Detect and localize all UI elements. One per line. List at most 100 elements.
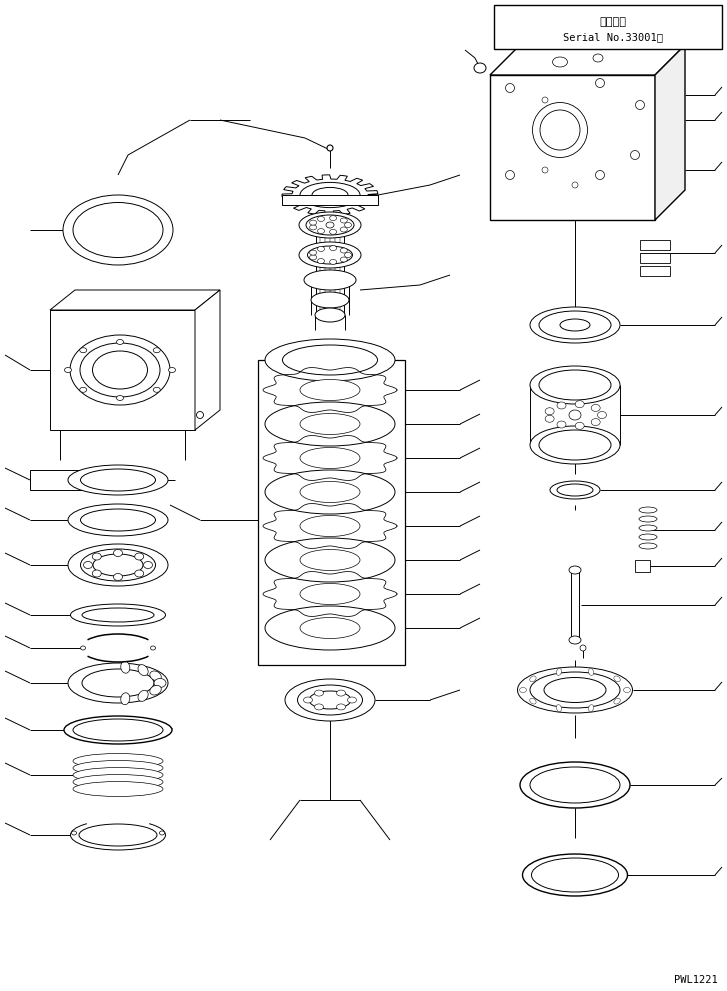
- Ellipse shape: [92, 570, 101, 577]
- Ellipse shape: [340, 218, 348, 223]
- Ellipse shape: [73, 719, 163, 741]
- Polygon shape: [195, 290, 220, 430]
- Ellipse shape: [340, 248, 348, 253]
- Text: 適用号機: 適用号機: [599, 17, 626, 27]
- Bar: [494, 5, 722, 49]
- Ellipse shape: [300, 413, 360, 434]
- Ellipse shape: [64, 716, 172, 744]
- Ellipse shape: [138, 691, 148, 702]
- Ellipse shape: [80, 348, 87, 353]
- Bar: [640, 240, 670, 250]
- Ellipse shape: [73, 760, 163, 776]
- Ellipse shape: [310, 250, 316, 255]
- Ellipse shape: [518, 667, 632, 713]
- Ellipse shape: [113, 549, 123, 557]
- Bar: [640, 266, 670, 276]
- Ellipse shape: [80, 387, 87, 392]
- Ellipse shape: [304, 270, 356, 290]
- Ellipse shape: [591, 404, 601, 411]
- Ellipse shape: [82, 669, 154, 697]
- Ellipse shape: [81, 646, 86, 650]
- Ellipse shape: [153, 348, 160, 353]
- Ellipse shape: [329, 246, 337, 251]
- Ellipse shape: [556, 669, 561, 675]
- Ellipse shape: [159, 831, 164, 835]
- Ellipse shape: [639, 516, 657, 522]
- Ellipse shape: [523, 854, 627, 896]
- Ellipse shape: [315, 704, 324, 710]
- Ellipse shape: [315, 690, 324, 696]
- Ellipse shape: [530, 767, 620, 803]
- Ellipse shape: [113, 574, 123, 581]
- Bar: [571, 570, 579, 640]
- Ellipse shape: [300, 482, 360, 502]
- Ellipse shape: [557, 484, 593, 496]
- Ellipse shape: [318, 216, 324, 221]
- Ellipse shape: [639, 534, 657, 540]
- Ellipse shape: [265, 538, 395, 582]
- Ellipse shape: [300, 617, 360, 638]
- Ellipse shape: [318, 259, 324, 264]
- Ellipse shape: [542, 97, 548, 103]
- Ellipse shape: [300, 549, 360, 571]
- Ellipse shape: [520, 762, 630, 808]
- Ellipse shape: [539, 370, 611, 400]
- Ellipse shape: [593, 54, 603, 62]
- Ellipse shape: [591, 418, 601, 425]
- Ellipse shape: [595, 170, 604, 179]
- Ellipse shape: [639, 525, 657, 531]
- Ellipse shape: [530, 366, 620, 404]
- Ellipse shape: [134, 553, 144, 560]
- Ellipse shape: [73, 775, 163, 790]
- Polygon shape: [490, 75, 655, 220]
- Ellipse shape: [309, 691, 351, 709]
- Ellipse shape: [553, 57, 568, 67]
- Ellipse shape: [81, 509, 156, 531]
- Polygon shape: [490, 45, 685, 75]
- Ellipse shape: [312, 187, 348, 202]
- Ellipse shape: [639, 507, 657, 513]
- Ellipse shape: [80, 343, 160, 397]
- Ellipse shape: [71, 831, 76, 835]
- Ellipse shape: [614, 676, 620, 682]
- Ellipse shape: [569, 636, 581, 644]
- Ellipse shape: [337, 690, 345, 696]
- Ellipse shape: [557, 402, 566, 409]
- Ellipse shape: [299, 212, 361, 238]
- Ellipse shape: [283, 345, 377, 375]
- Ellipse shape: [73, 202, 163, 258]
- Ellipse shape: [595, 78, 604, 87]
- Ellipse shape: [556, 705, 561, 712]
- Ellipse shape: [308, 246, 353, 264]
- Ellipse shape: [121, 693, 130, 705]
- Ellipse shape: [337, 704, 345, 710]
- Ellipse shape: [598, 411, 606, 418]
- Ellipse shape: [73, 782, 163, 797]
- Ellipse shape: [138, 665, 148, 676]
- Ellipse shape: [79, 824, 157, 846]
- Ellipse shape: [154, 679, 166, 688]
- Ellipse shape: [318, 247, 324, 252]
- Ellipse shape: [81, 549, 156, 581]
- Ellipse shape: [169, 368, 175, 373]
- Ellipse shape: [63, 195, 173, 265]
- Ellipse shape: [569, 410, 581, 420]
- Ellipse shape: [520, 688, 526, 693]
- Ellipse shape: [544, 678, 606, 703]
- Ellipse shape: [68, 544, 168, 586]
- Ellipse shape: [326, 222, 334, 228]
- Ellipse shape: [580, 645, 586, 651]
- Ellipse shape: [73, 767, 163, 783]
- Ellipse shape: [300, 380, 360, 400]
- Bar: [258, 360, 405, 665]
- Ellipse shape: [539, 311, 611, 339]
- Ellipse shape: [65, 368, 71, 373]
- Ellipse shape: [614, 699, 620, 704]
- Ellipse shape: [310, 225, 316, 230]
- Ellipse shape: [531, 858, 619, 892]
- Ellipse shape: [150, 671, 161, 681]
- Ellipse shape: [92, 553, 101, 560]
- Bar: [640, 253, 670, 263]
- Ellipse shape: [505, 83, 515, 92]
- Ellipse shape: [530, 699, 536, 704]
